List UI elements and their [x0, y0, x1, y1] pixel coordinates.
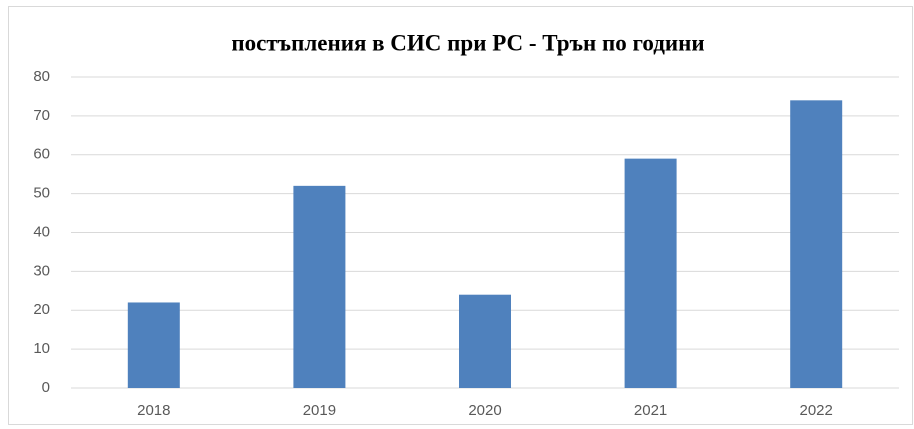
y-tick-label: 20 — [33, 301, 50, 318]
x-tick-label: 2020 — [468, 402, 501, 419]
x-tick-label: 2021 — [634, 402, 667, 419]
x-tick-label: 2018 — [137, 402, 170, 419]
chart-title: постъпления в СИС при РС - Трън по годин… — [231, 30, 704, 55]
y-tick-label: 70 — [33, 107, 50, 124]
bar — [127, 302, 180, 388]
y-tick-label: 30 — [33, 262, 50, 279]
y-tick-label: 10 — [33, 340, 50, 357]
bar — [624, 158, 677, 388]
y-tick-label: 60 — [33, 146, 50, 163]
y-tick-label: 0 — [42, 379, 50, 396]
bar — [459, 294, 511, 388]
y-tick-label: 40 — [33, 223, 50, 240]
y-tick-label: 80 — [33, 68, 50, 85]
x-tick-label: 2022 — [800, 402, 833, 419]
y-tick-label: 50 — [33, 185, 50, 202]
x-tick-label: 2019 — [303, 402, 336, 419]
bar — [790, 100, 843, 388]
chart-border — [8, 6, 913, 425]
bar — [293, 185, 346, 388]
